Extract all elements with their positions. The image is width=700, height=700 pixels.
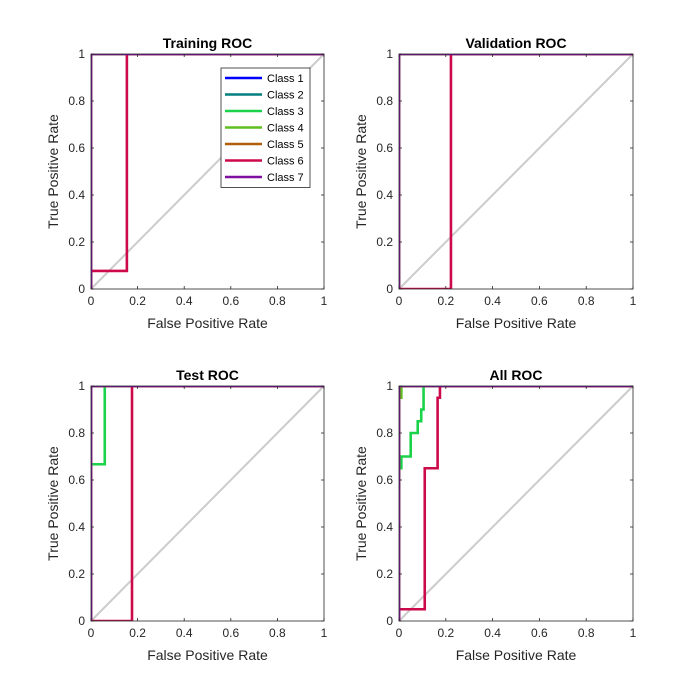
y-tick-label: 0 — [78, 282, 85, 296]
x-tick-label: 0.4 — [484, 294, 501, 308]
y-tick-label: 0.8 — [376, 426, 393, 440]
y-tick-label: 1 — [78, 47, 85, 61]
y-tick-label: 0.6 — [376, 141, 393, 155]
series-line-class-6 — [399, 386, 633, 621]
y-tick-label: 0.4 — [68, 188, 85, 202]
x-tick-label: 0.8 — [578, 294, 595, 308]
y-tick-label: 0 — [78, 614, 85, 628]
series-line-class-4 — [399, 386, 633, 621]
y-tick-label: 0.8 — [376, 94, 393, 108]
axes-box — [398, 385, 634, 622]
roc-panel-2: 0 0.2 0.4 0.6 0.8 1 0 0.2 0.4 0.6 0.8 1 Validation R… — [353, 35, 637, 331]
roc-panel-3: 0 0.2 0.4 0.6 0.8 1 0 0.2 0.4 0.6 0.8 1 Test ROC Fals… — [45, 367, 328, 663]
y-axis-label: True Positive Rate — [353, 114, 369, 229]
x-axis-label: False Positive Rate — [147, 315, 268, 331]
series-line-class-3 — [399, 386, 633, 621]
y-tick-label: 1 — [386, 379, 393, 393]
x-tick-label: 0.2 — [129, 626, 146, 640]
y-tick-label: 0.2 — [68, 235, 85, 249]
y-tick-label: 1 — [386, 47, 393, 61]
x-axis-label: False Positive Rate — [147, 647, 268, 663]
axes-box — [90, 53, 325, 290]
legend-label-class-4: Class 4 — [267, 123, 304, 135]
roc-panel-4: 0 0.2 0.4 0.6 0.8 1 0 0.2 0.4 0.6 0.8 1 All ROC False… — [353, 367, 637, 663]
y-tick-label: 0.6 — [68, 473, 85, 487]
legend: Class 1 Class 2 Class 3 Class 4 Class 5 Class… — [220, 67, 311, 188]
x-tick-label: 0 — [396, 294, 403, 308]
series-group — [399, 386, 633, 621]
y-tick-label: 1 — [78, 379, 85, 393]
series-group — [91, 386, 324, 621]
y-tick-label: 0 — [386, 282, 393, 296]
x-tick-label: 0.4 — [176, 294, 193, 308]
series-line-class-3 — [91, 386, 324, 621]
x-tick-label: 0.2 — [437, 626, 454, 640]
reference-diagonal — [398, 53, 634, 290]
series-line-class-6 — [91, 386, 324, 621]
legend-label-class-2: Class 2 — [267, 90, 304, 102]
y-tick-label: 0.2 — [376, 567, 393, 581]
x-tick-label: 0 — [88, 626, 95, 640]
y-tick-label: 0.8 — [68, 94, 85, 108]
x-tick-label: 0.4 — [484, 626, 501, 640]
series-line-class-6 — [399, 54, 633, 289]
y-tick-label: 0.4 — [376, 520, 393, 534]
legend-label-class-1: Class 1 — [267, 73, 304, 85]
series-group — [91, 54, 324, 289]
x-tick-label: 0.2 — [437, 294, 454, 308]
x-tick-label: 0.6 — [222, 294, 239, 308]
reference-diagonal — [398, 385, 634, 622]
x-tick-label: 1 — [630, 294, 637, 308]
y-axis-label: True Positive Rate — [353, 446, 369, 561]
chart-title: Training ROC — [163, 35, 252, 51]
x-axis-label: False Positive Rate — [456, 315, 577, 331]
legend-label-class-7: Class 7 — [267, 172, 304, 184]
x-tick-label: 0.2 — [129, 294, 146, 308]
legend-label-class-5: Class 5 — [267, 139, 304, 151]
y-tick-label: 0.8 — [68, 426, 85, 440]
y-tick-label: 0.6 — [68, 141, 85, 155]
legend-label-class-6: Class 6 — [267, 156, 304, 168]
x-axis-label: False Positive Rate — [456, 647, 577, 663]
x-tick-label: 1 — [321, 294, 328, 308]
y-tick-label: 0.4 — [68, 520, 85, 534]
x-tick-label: 0.6 — [531, 626, 548, 640]
series-line-class-6 — [91, 54, 324, 289]
y-tick-label: 0.6 — [376, 473, 393, 487]
y-axis-label: True Positive Rate — [45, 446, 61, 561]
chart-title: Validation ROC — [465, 35, 566, 51]
legend-label-class-3: Class 3 — [267, 106, 304, 118]
x-tick-label: 0 — [396, 626, 403, 640]
y-tick-label: 0 — [386, 614, 393, 628]
x-tick-label: 0.6 — [222, 626, 239, 640]
reference-diagonal — [90, 385, 325, 622]
x-tick-label: 1 — [321, 626, 328, 640]
x-tick-label: 0 — [88, 294, 95, 308]
x-tick-label: 0.8 — [269, 294, 286, 308]
axes-box — [90, 385, 325, 622]
x-tick-label: 0.6 — [531, 294, 548, 308]
x-tick-label: 1 — [630, 626, 637, 640]
x-tick-label: 0.8 — [578, 626, 595, 640]
series-group — [399, 54, 633, 289]
chart-title: Test ROC — [176, 367, 239, 383]
y-tick-label: 0.2 — [68, 567, 85, 581]
chart-title: All ROC — [490, 367, 543, 383]
y-tick-label: 0.2 — [376, 235, 393, 249]
axes-box — [398, 53, 634, 290]
x-tick-label: 0.8 — [269, 626, 286, 640]
x-tick-label: 0.4 — [176, 626, 193, 640]
roc-panel-1: 0 0.2 0.4 0.6 0.8 1 0 0.2 0.4 0.6 0.8 1 Training ROC… — [45, 35, 328, 331]
y-tick-label: 0.4 — [376, 188, 393, 202]
y-axis-label: True Positive Rate — [45, 114, 61, 229]
